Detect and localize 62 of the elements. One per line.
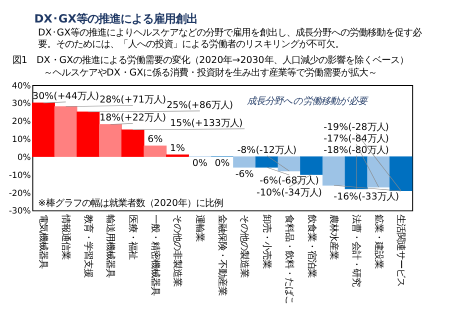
bar xyxy=(32,102,55,157)
x-tick-label: 運輸業 xyxy=(194,214,206,242)
chart-subtitle: ～ヘルスケアやDX・GXに係る消費・投資財を生み出す産業等で労働需要が拡大～ xyxy=(44,68,378,79)
x-tick-label: 農林水産業 xyxy=(328,214,340,260)
bar xyxy=(300,156,324,175)
text: DX･GX等の推進によりヘルスケアなどの分野で雇用を創出し、成長分野への労働移動を促す必要。そのためには、「人への投資」による労働者のリスキリングが不可欠。 xyxy=(38,28,422,50)
data-label: 1% xyxy=(170,143,186,154)
x-tick-label: 法曹・会計・研究 xyxy=(350,214,362,287)
bar xyxy=(144,146,167,157)
annotation: ※棒グラフの幅は就業者数（2020年）に比例 xyxy=(38,198,224,210)
bar xyxy=(54,106,78,157)
y-tick-label: 30% xyxy=(12,99,31,110)
bar xyxy=(76,112,100,157)
bar xyxy=(233,156,256,168)
data-label: -18%(-80万人) xyxy=(324,144,390,156)
data-label: -6% xyxy=(235,168,254,180)
y-tick-label: 20% xyxy=(12,117,31,128)
data-label: 0% xyxy=(214,158,230,170)
bar xyxy=(99,124,122,157)
data-label: 0% xyxy=(192,158,208,170)
x-tick-label: その他の製造業 xyxy=(238,214,250,278)
data-label: 28%(+71万人) xyxy=(100,94,166,106)
data-label: -10%(-34万人) xyxy=(256,187,322,198)
data-label: -6%(-68万人) xyxy=(260,176,319,187)
x-tick-label: 一般・精密機械器具 xyxy=(149,214,160,296)
x-tick-label: 鉱業・建設業 xyxy=(372,214,384,269)
y-tick-label: -20% xyxy=(8,188,31,199)
chart-title: 図1 DX・GXの推進による労働需要の変化（2020年→2030年、人口減少の影響を除くベース） xyxy=(12,55,408,66)
data-label: 30%(+44万人) xyxy=(32,91,100,102)
x-tick-label: 卸売・小売業 xyxy=(261,214,272,269)
data-label: -16%(-33万人) xyxy=(334,192,400,203)
data-label: 18%(+22万人) xyxy=(100,112,166,124)
data-label: -8%(-12万人) xyxy=(237,144,297,156)
y-tick-label: 0% xyxy=(17,152,31,163)
x-tick-label: 輸送用機械器具 xyxy=(104,214,116,278)
bar xyxy=(322,156,346,186)
data-label: 6% xyxy=(148,134,163,146)
x-tick-label: その他の非製造業 xyxy=(172,214,183,287)
x-tick-label: 生活関連サービス xyxy=(395,214,406,287)
x-tick-label: 医療・福祉 xyxy=(126,214,138,260)
y-tick-label: -30% xyxy=(8,206,31,217)
data-label: 15%(+133万人) xyxy=(170,118,243,129)
x-tick-label: 教育・学習支援 xyxy=(82,214,94,278)
bar xyxy=(390,156,412,191)
annotation: 成長分野への労働移動が必要 xyxy=(246,96,369,107)
x-tick-label: 電気機械器具 xyxy=(38,214,49,269)
data-label: 25%(+86万人) xyxy=(166,100,234,112)
bar xyxy=(367,156,390,188)
bar xyxy=(344,156,368,190)
text: DX･GX等の推進による雇用創出 xyxy=(34,11,198,26)
bar xyxy=(278,156,301,172)
data-label: -17%(-84万人) xyxy=(324,133,390,144)
x-tick-label: 食料品・飲料・たばこ xyxy=(283,214,294,305)
y-tick-label: 10% xyxy=(12,135,31,146)
bar xyxy=(121,129,144,157)
y-tick-label: 40% xyxy=(12,81,31,92)
y-tick-label: -10% xyxy=(8,170,31,181)
x-tick-label: 飲食業・宿泊業 xyxy=(306,214,317,278)
bar xyxy=(255,156,278,168)
data-label: -19%(-28万人) xyxy=(324,122,390,134)
x-tick-label: 金融保険・不動産業 xyxy=(216,214,228,296)
x-tick-label: 情報通信業 xyxy=(60,214,71,260)
